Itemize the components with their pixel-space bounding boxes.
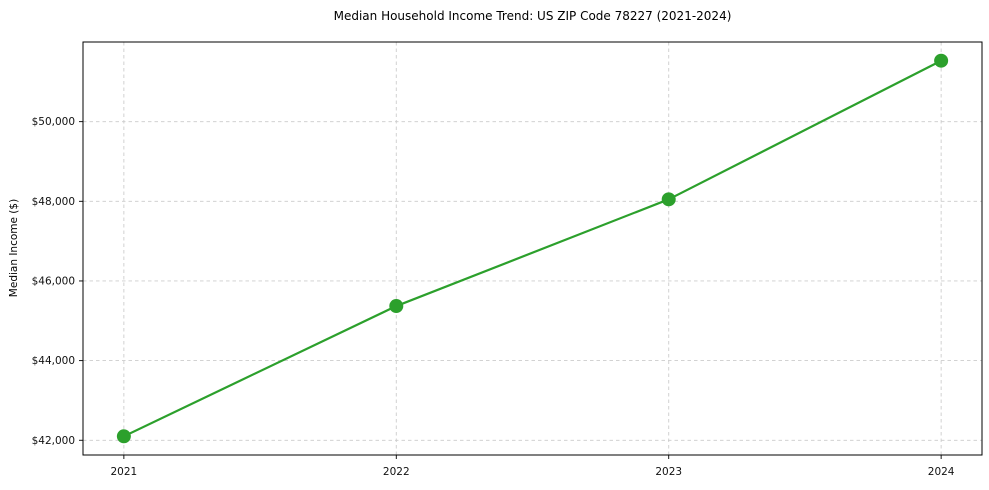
y-tick-label: $46,000 xyxy=(32,275,75,287)
y-tick-label: $48,000 xyxy=(32,196,75,208)
chart-title: Median Household Income Trend: US ZIP Co… xyxy=(333,9,732,23)
y-tick-label: $42,000 xyxy=(32,435,75,447)
plot-border xyxy=(82,41,983,456)
data-point-2024 xyxy=(934,53,949,68)
x-tick-label: 2022 xyxy=(383,466,410,478)
x-tick-label: 2024 xyxy=(928,466,955,478)
data-point-2021 xyxy=(116,429,131,444)
x-tick-label: 2021 xyxy=(110,466,137,478)
y-tick-label: $50,000 xyxy=(32,116,75,128)
data-point-2023 xyxy=(661,192,676,207)
x-tick-label: 2023 xyxy=(655,466,682,478)
data-point-2022 xyxy=(389,299,404,314)
y-tick-label: $44,000 xyxy=(32,355,75,367)
income-trend-line xyxy=(122,59,943,438)
